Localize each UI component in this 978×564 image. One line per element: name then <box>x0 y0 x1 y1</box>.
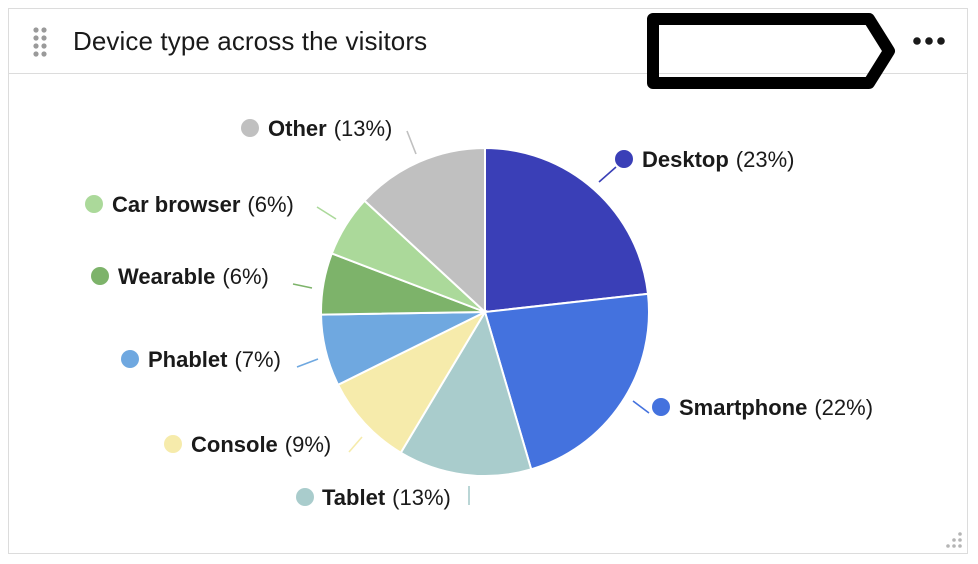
slice-label-percent: (9%) <box>285 432 331 457</box>
legend-dot-wearable <box>91 267 109 285</box>
leader-line-desktop <box>598 166 617 183</box>
slice-label-percent: (6%) <box>222 264 268 289</box>
legend-dot-car-browser <box>85 195 103 213</box>
slice-label-desktop: Desktop (23%) <box>642 147 794 172</box>
slice-label-name: Console <box>191 432 278 457</box>
slice-label-car-browser: Car browser (6%) <box>112 192 294 217</box>
legend-dot-tablet <box>296 488 314 506</box>
drag-handle-icon[interactable] <box>32 26 48 58</box>
slice-label-name: Smartphone <box>679 395 807 420</box>
pie-slice-tablet[interactable] <box>399 309 533 477</box>
legend-dot-phablet <box>121 350 139 368</box>
leader-line-car-browser <box>316 206 337 220</box>
slice-label-name: Desktop <box>642 147 729 172</box>
legend-dot-smartphone <box>652 398 670 416</box>
slice-label-tablet: Tablet (13%) <box>322 485 451 510</box>
leader-line-phablet <box>296 358 319 368</box>
resize-corner-icon[interactable] <box>945 531 963 549</box>
redaction-tag-shape <box>647 13 895 89</box>
chart-title: Device type across the visitors <box>73 26 428 56</box>
slice-label-name: Car browser <box>112 192 241 217</box>
slice-label-console: Console (9%) <box>191 432 331 457</box>
pie-slice-console[interactable] <box>336 309 488 455</box>
slice-label-percent: (13%) <box>334 116 393 141</box>
legend-dot-other <box>241 119 259 137</box>
slice-label-percent: (6%) <box>247 192 293 217</box>
legend-dot-console <box>164 435 182 453</box>
slice-label-phablet: Phablet (7%) <box>148 347 281 372</box>
slice-label-percent: (13%) <box>392 485 451 510</box>
leader-line-wearable <box>292 283 313 289</box>
pie-slice-desktop[interactable] <box>484 146 650 314</box>
slice-label-name: Tablet <box>322 485 386 510</box>
more-horizontal-icon[interactable] <box>909 29 949 53</box>
chart-card: Device type across the visitors Desktop (… <box>8 8 968 554</box>
slice-label-name: Wearable <box>118 264 215 289</box>
slice-label-percent: (23%) <box>736 147 795 172</box>
slice-label-wearable: Wearable (6%) <box>118 264 269 289</box>
legend-dot-desktop <box>615 150 633 168</box>
pie-chart: Desktop (23%)Smartphone (22%)Tablet (13%)Co… <box>85 116 873 510</box>
leader-line-console <box>348 436 363 453</box>
card-header: Device type across the visitors <box>9 9 967 89</box>
pie-slice-other[interactable] <box>363 146 486 315</box>
slice-label-name: Phablet <box>148 347 228 372</box>
leader-line-other <box>406 130 417 155</box>
slice-label-name: Other <box>268 116 327 141</box>
leader-line-smartphone <box>632 400 650 414</box>
pie-slice-smartphone[interactable] <box>483 292 650 471</box>
slice-label-percent: (22%) <box>814 395 873 420</box>
slice-label-percent: (7%) <box>234 347 280 372</box>
slice-label-other: Other (13%) <box>268 116 392 141</box>
slice-label-smartphone: Smartphone (22%) <box>679 395 873 420</box>
